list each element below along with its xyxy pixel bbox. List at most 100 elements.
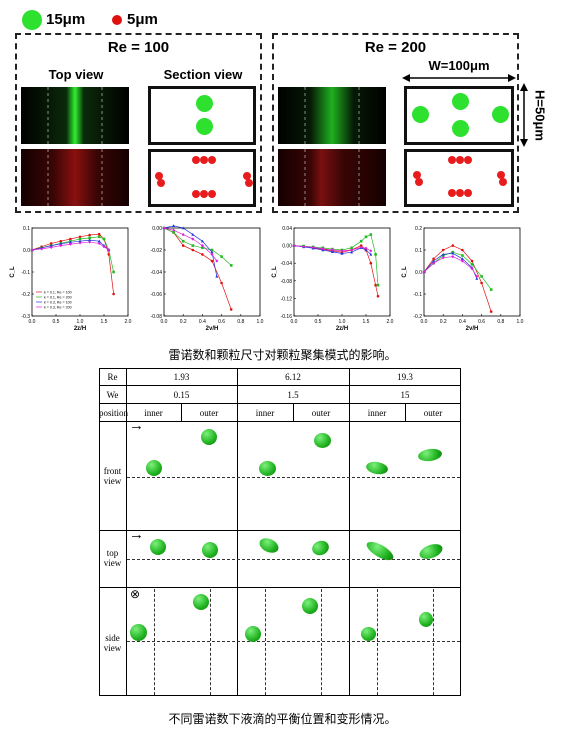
caption-figure-2: 不同雷诺数下液滴的平衡位置和变形情况。	[168, 712, 397, 726]
top-view-label-1: Top view	[48, 67, 104, 82]
x-tick-label: 0.5	[53, 319, 60, 325]
particle-small	[448, 156, 456, 164]
droplet	[419, 612, 433, 627]
top-label-line2: view	[103, 558, 122, 568]
data-point	[359, 239, 363, 243]
we-value: 15	[400, 390, 410, 400]
plot-frame	[423, 227, 521, 317]
droplet	[302, 598, 318, 614]
position-label: inner	[255, 408, 275, 418]
particle-small	[448, 189, 456, 197]
data-point	[78, 235, 82, 239]
height-label: H=50μm	[532, 90, 548, 141]
data-point	[191, 233, 195, 236]
data-point	[311, 245, 315, 249]
data-point	[97, 235, 101, 239]
legend-small-particle-dot	[112, 15, 122, 25]
data-point	[460, 259, 464, 263]
data-point	[374, 253, 377, 256]
data-point	[172, 224, 176, 227]
data-point	[88, 233, 91, 237]
x-tick-label: 2.0	[125, 319, 132, 325]
data-point	[451, 244, 455, 247]
series-line	[293, 245, 372, 255]
data-point	[441, 256, 445, 260]
legend-large-particle-dot	[22, 10, 42, 30]
data-point	[350, 246, 353, 250]
table-rule	[181, 403, 182, 421]
legend-entry: k = 0.1, Re = 200	[44, 296, 72, 300]
data-point	[330, 248, 334, 252]
top-label-line1: top	[106, 548, 119, 558]
x-tick-label: 1.5	[101, 319, 108, 325]
particle-large	[492, 106, 509, 123]
data-point	[68, 242, 72, 246]
data-point	[88, 240, 92, 244]
row-header-position: position	[99, 408, 129, 418]
x-axis-label: 2y/H	[466, 326, 479, 330]
particle-small	[245, 179, 253, 187]
particle-small	[157, 179, 165, 187]
table-rule	[99, 530, 461, 531]
side-label-line1: side	[105, 633, 120, 643]
data-point	[200, 239, 204, 243]
data-point	[102, 237, 106, 241]
y-tick-label: -0.2	[21, 292, 30, 298]
data-point	[359, 244, 363, 247]
particle-small	[497, 171, 505, 179]
data-point	[59, 244, 63, 248]
y-tick-label: -0.3	[21, 314, 30, 320]
data-point	[340, 251, 344, 255]
y-tick-label: 0.00	[152, 226, 162, 232]
data-point	[369, 252, 373, 256]
centerline	[127, 477, 460, 478]
data-point	[200, 244, 204, 248]
droplet	[202, 542, 218, 558]
y-tick-label: -0.1	[21, 270, 30, 276]
data-point	[489, 310, 493, 313]
series-line	[31, 239, 110, 251]
x-tick-label: 2.0	[387, 319, 394, 325]
centerline-vertical	[433, 589, 434, 695]
centerline-vertical	[154, 589, 155, 695]
position-label: outer	[199, 408, 219, 418]
width-label: W=100μm	[428, 58, 490, 73]
centerline-vertical	[321, 589, 322, 695]
data-point	[350, 250, 354, 254]
y-axis-label: C_L	[402, 266, 408, 278]
width-arrow	[402, 74, 516, 82]
section-red-re100	[148, 149, 256, 207]
table-rule	[237, 368, 238, 696]
data-point	[162, 226, 166, 230]
plot-frame	[163, 227, 261, 317]
table-rule	[99, 421, 461, 422]
data-point	[364, 235, 368, 239]
y-tick-label: -0.08	[281, 279, 293, 285]
data-point	[229, 264, 233, 267]
into-page-icon: ⊗	[130, 587, 141, 601]
section-view-label-1: Section view	[163, 67, 243, 82]
y-tick-label: -0.06	[151, 292, 163, 298]
droplet	[193, 594, 209, 610]
data-point	[97, 232, 101, 236]
data-point	[321, 247, 325, 251]
particle-small	[499, 178, 507, 186]
x-tick-label: 1.0	[517, 319, 524, 325]
data-point	[480, 281, 483, 285]
y-axis-label: C_L	[272, 266, 278, 278]
data-point	[69, 237, 72, 241]
row-header-top-view: top view	[99, 548, 126, 568]
height-arrow	[520, 83, 528, 147]
data-point	[376, 283, 380, 287]
data-point	[432, 261, 436, 265]
front-label-line1: front	[103, 466, 122, 476]
x-tick-label: 1.0	[77, 319, 84, 325]
data-point	[49, 245, 53, 249]
centerline-vertical	[377, 589, 378, 695]
y-tick-label: -0.04	[281, 261, 293, 267]
particle-small	[208, 190, 216, 198]
panel-re200	[272, 33, 519, 213]
y-tick-label: 0.0	[23, 248, 30, 254]
series-line	[293, 234, 379, 286]
data-point	[432, 257, 435, 261]
